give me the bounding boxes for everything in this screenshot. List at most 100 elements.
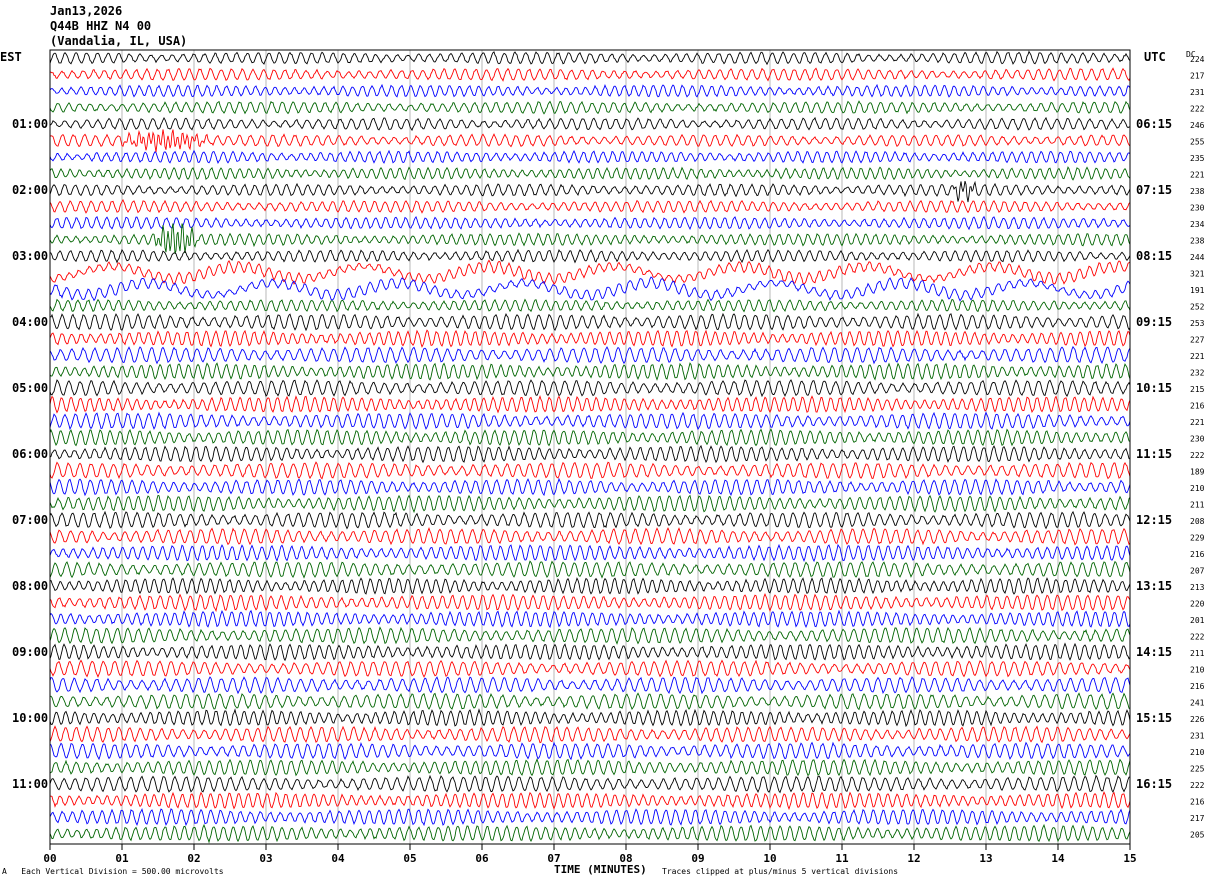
dc-offset-header: DC: [1186, 50, 1196, 59]
dc-offset-value: 216: [1190, 402, 1205, 411]
seismic-trace: [49, 298, 1131, 313]
trace-group: [49, 50, 1131, 844]
dc-offset-value: 215: [1190, 385, 1205, 394]
right-hour-label: 06:15: [1136, 117, 1172, 131]
x-tick-label: 12: [907, 852, 920, 865]
seismic-trace: [49, 129, 1131, 153]
dc-offset-value: 235: [1190, 154, 1205, 163]
left-hour-label: 02:00: [12, 183, 48, 197]
seismic-trace: [49, 510, 1131, 530]
dc-offset-value: 213: [1190, 583, 1205, 592]
dc-offset-value: 205: [1190, 831, 1205, 840]
x-tick-label: 07: [547, 852, 560, 865]
dc-offset-value: 229: [1190, 534, 1205, 543]
seismic-trace: [49, 180, 1131, 203]
left-hour-label: 06:00: [12, 447, 48, 461]
seismic-trace: [49, 116, 1131, 132]
dc-offset-value: 201: [1190, 616, 1205, 625]
dc-offset-value: 217: [1190, 72, 1205, 81]
left-hour-label: 03:00: [12, 249, 48, 263]
header-station: Q44B HHZ N4 00: [50, 19, 152, 33]
x-tick-label: 02: [187, 852, 200, 865]
seismic-trace: [49, 758, 1131, 777]
seismic-trace: [49, 741, 1131, 761]
x-tick-label: 14: [1051, 852, 1065, 865]
right-hour-label: 11:15: [1136, 447, 1172, 461]
right-timezone-label: UTC: [1144, 50, 1166, 64]
dc-offset-value: 221: [1190, 171, 1205, 180]
corner-mark: A: [2, 867, 7, 876]
dc-offset-value: 241: [1190, 699, 1205, 708]
dc-offset-value: 230: [1190, 204, 1205, 213]
axis-labels: 00 01 02 03 04 05 06 07 08 09 10 11 12 13 14 15 01:00 02:…: [12, 55, 1205, 865]
x-tick-label: 09: [691, 852, 704, 865]
dc-offset-value: 232: [1190, 369, 1205, 378]
seismic-trace: [49, 223, 1131, 254]
dc-offset-value: 231: [1190, 88, 1205, 97]
right-hour-label: 09:15: [1136, 315, 1172, 329]
dc-offset-value: 226: [1190, 715, 1205, 724]
seismic-trace: [49, 593, 1131, 613]
x-tick-label: 00: [43, 852, 56, 865]
seismic-trace: [49, 560, 1131, 579]
left-hour-label: 09:00: [12, 645, 48, 659]
dc-offset-value: 221: [1190, 352, 1205, 361]
x-tick-label: 01: [115, 852, 129, 865]
left-hour-label: 08:00: [12, 579, 48, 593]
seismic-trace: [49, 543, 1131, 563]
dc-offset-value: 216: [1190, 798, 1205, 807]
seismic-trace: [49, 692, 1131, 711]
dc-offset-value: 211: [1190, 501, 1205, 510]
seismic-trace: [49, 259, 1131, 285]
seismic-trace: [49, 642, 1131, 662]
scale-text: Each Vertical Division = 500.00 microvol…: [21, 867, 224, 876]
seismic-trace: [49, 149, 1131, 165]
dc-offset-value: 255: [1190, 138, 1205, 147]
seismic-trace: [49, 626, 1131, 645]
seismic-trace: [49, 276, 1131, 302]
seismic-trace: [49, 345, 1131, 365]
right-hour-label: 13:15: [1136, 579, 1172, 593]
dc-offset-value: 230: [1190, 435, 1205, 444]
seismic-trace: [49, 774, 1131, 794]
dc-offset-value: 253: [1190, 319, 1205, 328]
seismic-trace: [49, 395, 1131, 414]
dc-offset-value: 210: [1190, 484, 1205, 493]
plot-frame: [49, 49, 1131, 845]
right-hour-label: 14:15: [1136, 645, 1172, 659]
seismic-trace: [49, 67, 1131, 82]
seismic-trace: [49, 659, 1131, 679]
seismic-trace: [49, 312, 1131, 332]
x-tick-label: 13: [979, 852, 992, 865]
seismic-trace: [49, 329, 1131, 348]
dc-offset-value: 222: [1190, 105, 1205, 114]
dc-offset-value: 217: [1190, 814, 1205, 823]
seismic-trace: [49, 526, 1131, 546]
seismic-trace: [49, 166, 1131, 181]
right-hour-label: 08:15: [1136, 249, 1172, 263]
seismic-trace: [49, 577, 1131, 595]
seismic-trace: [49, 100, 1131, 115]
dc-offset-value: 238: [1190, 187, 1205, 196]
left-timezone-label: EST: [0, 50, 22, 64]
seismic-trace: [49, 823, 1131, 844]
right-hour-label: 12:15: [1136, 513, 1172, 527]
seismic-trace: [49, 379, 1131, 398]
right-hour-label: 16:15: [1136, 777, 1172, 791]
seismic-trace: [49, 725, 1131, 744]
dc-offset-value: 210: [1190, 748, 1205, 757]
dc-offset-value: 321: [1190, 270, 1205, 279]
seismic-trace: [49, 199, 1131, 214]
header-location: (Vandalia, IL, USA): [50, 34, 188, 48]
left-hour-label: 05:00: [12, 381, 48, 395]
header-date: Jan13,2026: [50, 4, 123, 18]
dc-offset-value: 224: [1190, 55, 1205, 64]
dc-offset-value: 211: [1190, 649, 1205, 658]
seismic-trace: [49, 477, 1131, 497]
seismic-trace: [49, 83, 1131, 98]
dc-offset-value: 216: [1190, 550, 1205, 559]
right-hour-label: 15:15: [1136, 711, 1172, 725]
dc-offset-value: 207: [1190, 567, 1205, 576]
dc-offset-value: 252: [1190, 303, 1205, 312]
